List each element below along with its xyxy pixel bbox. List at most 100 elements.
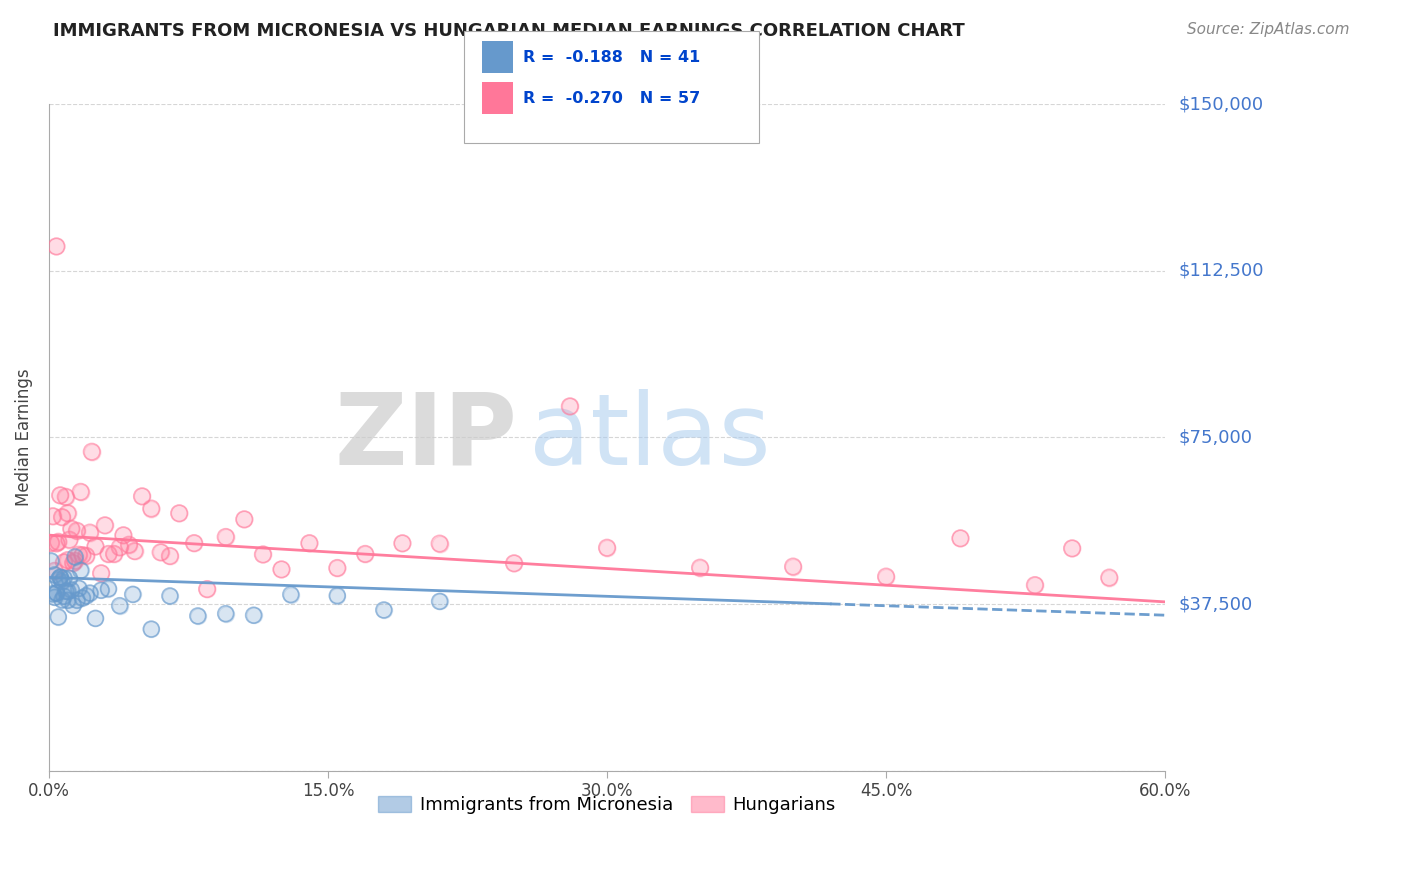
Point — [52, 571, 75, 585]
Point — [298, 536, 321, 550]
Point — [596, 541, 619, 555]
Point — [108, 541, 131, 555]
Point — [558, 400, 581, 414]
Point — [187, 608, 209, 623]
Point — [141, 622, 163, 636]
Point — [46, 573, 69, 587]
Point — [49, 570, 72, 584]
Point — [72, 548, 94, 562]
Point — [75, 589, 97, 603]
Point — [183, 536, 205, 550]
Point — [242, 608, 264, 623]
Point — [80, 444, 103, 458]
Point — [63, 549, 86, 564]
Point — [45, 239, 67, 253]
Text: $37,500: $37,500 — [1180, 595, 1253, 613]
Point — [72, 591, 94, 605]
Legend: Immigrants from Micronesia, Hungarians: Immigrants from Micronesia, Hungarians — [371, 789, 844, 822]
Point — [84, 611, 107, 625]
Point — [949, 531, 972, 545]
Point — [108, 599, 131, 613]
Point — [69, 564, 91, 578]
Point — [60, 522, 83, 536]
Point — [55, 584, 77, 599]
Point — [326, 561, 349, 575]
Point — [118, 538, 141, 552]
Point — [183, 536, 205, 550]
Point — [49, 570, 72, 584]
Point — [49, 488, 72, 502]
Point — [298, 536, 321, 550]
Point — [429, 594, 451, 608]
Point — [503, 557, 526, 571]
Point — [41, 587, 63, 601]
Point — [60, 582, 83, 597]
Point — [55, 584, 77, 599]
Point — [131, 489, 153, 503]
Text: $112,500: $112,500 — [1180, 262, 1264, 280]
Point — [558, 400, 581, 414]
Point — [689, 560, 711, 574]
Point — [215, 530, 238, 544]
Point — [58, 571, 80, 585]
Point — [326, 561, 349, 575]
Point — [326, 589, 349, 603]
Point — [280, 587, 302, 601]
Point — [215, 607, 238, 621]
Point — [51, 510, 73, 524]
Point — [97, 547, 120, 561]
Point — [252, 548, 274, 562]
Point — [215, 607, 238, 621]
Point — [195, 582, 218, 596]
Text: R =  -0.270   N = 57: R = -0.270 N = 57 — [523, 91, 700, 105]
Point — [41, 509, 63, 524]
Point — [108, 541, 131, 555]
Point — [79, 525, 101, 540]
Point — [51, 574, 73, 589]
Point — [596, 541, 619, 555]
Point — [84, 540, 107, 554]
Point — [67, 582, 90, 596]
Point — [97, 547, 120, 561]
Point — [52, 555, 75, 569]
Point — [52, 571, 75, 585]
Point — [354, 547, 377, 561]
Point — [46, 534, 69, 549]
Point — [69, 564, 91, 578]
Point — [121, 587, 143, 601]
Text: IMMIGRANTS FROM MICRONESIA VS HUNGARIAN MEDIAN EARNINGS CORRELATION CHART: IMMIGRANTS FROM MICRONESIA VS HUNGARIAN … — [53, 22, 965, 40]
Point — [67, 548, 90, 562]
Point — [39, 554, 62, 568]
Point — [1024, 578, 1046, 592]
Point — [141, 501, 163, 516]
Text: Source: ZipAtlas.com: Source: ZipAtlas.com — [1187, 22, 1350, 37]
Text: ZIP: ZIP — [335, 389, 517, 486]
Point — [503, 557, 526, 571]
Point — [90, 566, 112, 581]
Point — [1060, 541, 1083, 556]
Point — [90, 566, 112, 581]
Point — [270, 562, 292, 576]
Point — [121, 587, 143, 601]
Point — [75, 549, 97, 563]
Point — [62, 556, 84, 570]
Point — [58, 571, 80, 585]
Point — [46, 573, 69, 587]
Point — [159, 589, 181, 603]
Point — [45, 239, 67, 253]
Point — [326, 589, 349, 603]
Point — [60, 522, 83, 536]
Point — [1060, 541, 1083, 556]
Point — [1098, 570, 1121, 584]
Point — [44, 567, 66, 582]
Point — [55, 490, 77, 504]
Point — [159, 549, 181, 563]
Point — [875, 569, 897, 583]
Point — [52, 555, 75, 569]
Point — [39, 554, 62, 568]
Point — [195, 582, 218, 596]
Text: $75,000: $75,000 — [1180, 428, 1253, 447]
Point — [84, 540, 107, 554]
Point — [56, 506, 79, 520]
Point — [60, 582, 83, 597]
